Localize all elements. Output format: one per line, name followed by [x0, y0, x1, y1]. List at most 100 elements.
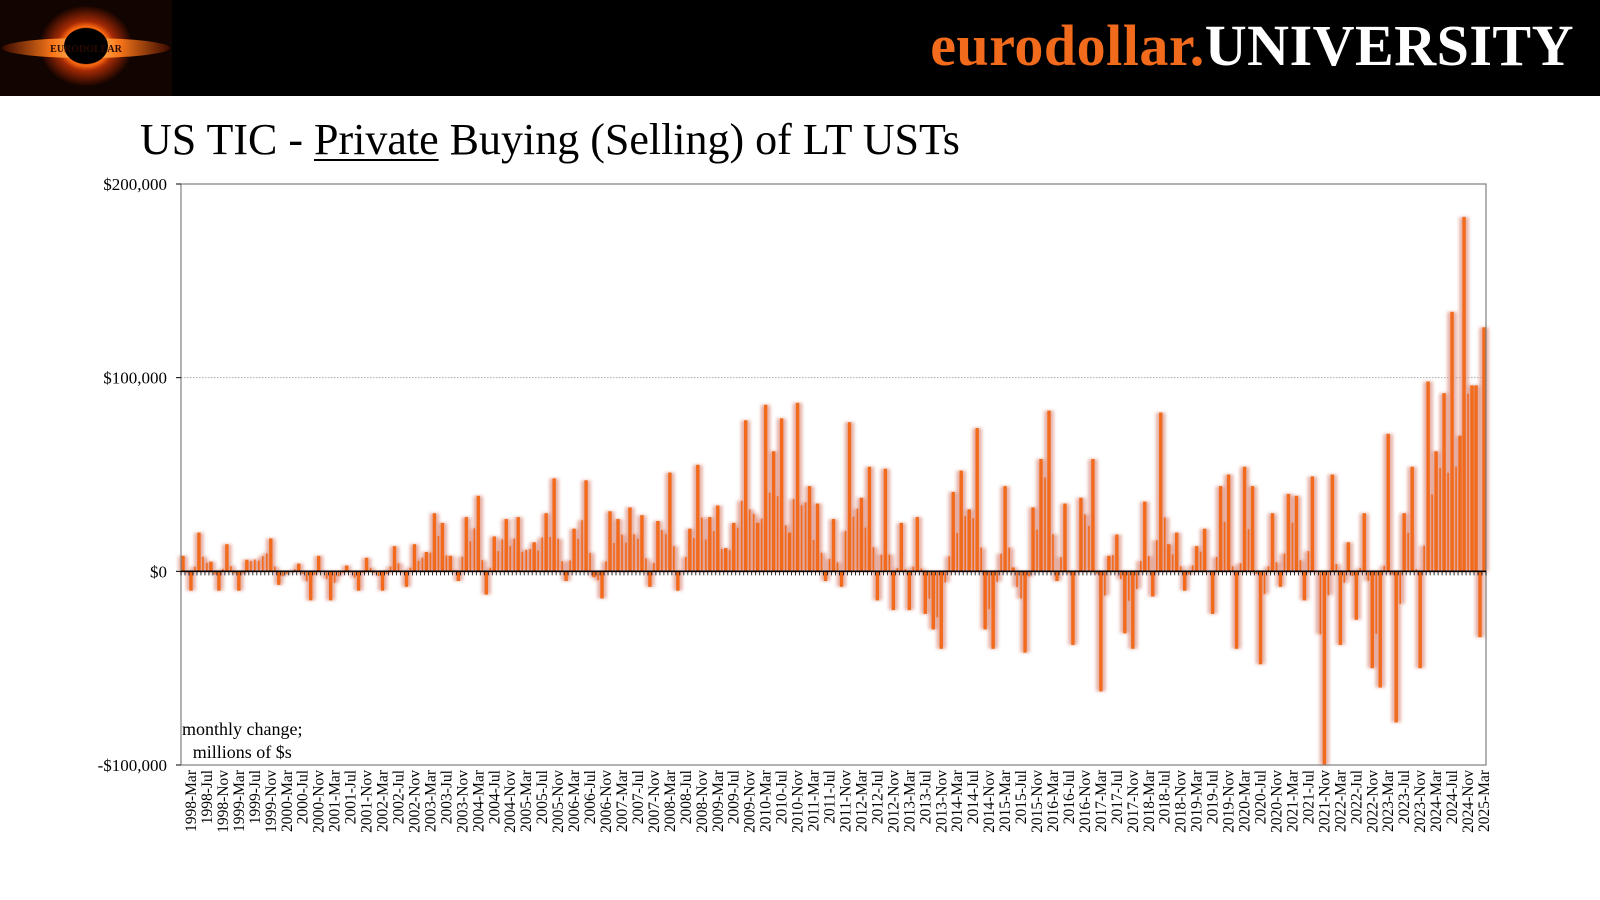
- x-tick-label: 2000-Nov: [311, 770, 328, 833]
- bar: [397, 563, 400, 572]
- bar: [222, 569, 224, 572]
- x-tick-label: 2006-Nov: [598, 770, 615, 833]
- bar: [859, 497, 864, 572]
- bar: [1375, 571, 1378, 634]
- bar: [912, 566, 915, 572]
- bar: [492, 536, 496, 572]
- bar: [1247, 529, 1250, 572]
- bar: [600, 571, 604, 599]
- units-note-line2: millions of $s: [192, 742, 292, 762]
- bar: [266, 553, 268, 572]
- bar: [197, 532, 201, 572]
- bar: [421, 557, 424, 572]
- x-tick-label: 2022-Nov: [1364, 770, 1381, 833]
- x-tick-label: 2023-Mar: [1380, 769, 1397, 832]
- bar: [1474, 385, 1478, 572]
- x-tick-label: 2010-Jul: [774, 770, 791, 824]
- bar: [720, 549, 723, 572]
- bar: [404, 571, 409, 587]
- bar: [1084, 514, 1086, 572]
- bar: [577, 538, 579, 572]
- bar: [380, 571, 385, 591]
- bar: [1008, 547, 1010, 572]
- bar: [353, 571, 356, 578]
- bar: [1367, 571, 1370, 581]
- bar: [409, 567, 412, 572]
- x-tick-label: 2018-Nov: [1173, 770, 1190, 833]
- bar: [760, 518, 763, 572]
- x-tick-label: 2012-Nov: [885, 770, 902, 833]
- bar: [206, 562, 208, 572]
- bar: [181, 555, 185, 572]
- bar: [544, 513, 548, 572]
- bar: [856, 508, 859, 572]
- bar: [1104, 571, 1106, 596]
- x-tick-label: 2021-Nov: [1316, 770, 1333, 833]
- bar: [1399, 571, 1401, 604]
- x-tick-label: 2002-Nov: [406, 770, 423, 833]
- black-hole-logo-icon: EURODOLLAR: [0, 0, 172, 96]
- bar: [605, 561, 607, 572]
- bar: [812, 539, 815, 572]
- bar: [928, 571, 931, 599]
- x-tick-label: 2016-Nov: [1077, 770, 1094, 833]
- bar: [1250, 486, 1255, 572]
- bar: [445, 555, 448, 572]
- bar: [980, 547, 982, 572]
- bar: [621, 534, 623, 572]
- x-tick-label: 2007-Nov: [646, 770, 663, 833]
- bar: [1294, 495, 1299, 572]
- x-tick-label: 2021-Jul: [1300, 770, 1317, 824]
- bar: [712, 531, 715, 572]
- x-tick-label: 2016-Jul: [1061, 770, 1078, 824]
- x-tick-label: 1998-Jul: [199, 770, 216, 824]
- bar: [1426, 381, 1430, 572]
- bar: [1020, 571, 1022, 599]
- bar: [1359, 568, 1362, 572]
- bar: [637, 538, 639, 572]
- bar: [305, 571, 308, 582]
- bar: [613, 542, 615, 572]
- bar: [1063, 503, 1067, 572]
- bar: [1000, 553, 1002, 572]
- bar: [1386, 433, 1390, 572]
- x-tick-label: 1998-Mar: [183, 769, 200, 832]
- bar: [230, 566, 232, 572]
- bar: [640, 515, 644, 572]
- bar: [1215, 557, 1218, 572]
- bar: [875, 571, 880, 601]
- bar: [975, 428, 979, 572]
- bar: [1258, 571, 1263, 665]
- bar: [815, 503, 820, 572]
- bar: [1327, 571, 1330, 596]
- bar: [1415, 569, 1417, 572]
- bar: [1439, 468, 1441, 572]
- bar: [473, 528, 476, 572]
- bar: [792, 499, 795, 572]
- bar: [1407, 532, 1409, 572]
- logo-wordmark: EURODOLLAR: [50, 44, 122, 55]
- x-tick-label: 2002-Mar: [375, 769, 392, 832]
- x-tick-label: 2020-Nov: [1268, 770, 1285, 833]
- x-tick-label: 2013-Mar: [901, 769, 918, 832]
- bar: [755, 522, 760, 572]
- x-tick-label: 2004-Nov: [502, 770, 519, 833]
- bar: [807, 486, 812, 572]
- bar: [996, 571, 998, 582]
- bar: [839, 571, 844, 587]
- bar: [625, 542, 627, 572]
- bar: [944, 571, 947, 583]
- bar: [1011, 567, 1015, 572]
- bar: [779, 418, 784, 572]
- bar: [1096, 571, 1098, 574]
- bar: [1239, 563, 1242, 572]
- x-tick-label: 2019-Mar: [1189, 769, 1206, 832]
- bar: [552, 478, 556, 572]
- bar: [1231, 566, 1234, 572]
- bar: [313, 571, 316, 575]
- bar: [668, 472, 672, 572]
- bar: [748, 509, 751, 572]
- bar: [356, 571, 361, 591]
- bar: [584, 480, 588, 572]
- x-tick-label: 2003-Jul: [438, 770, 455, 824]
